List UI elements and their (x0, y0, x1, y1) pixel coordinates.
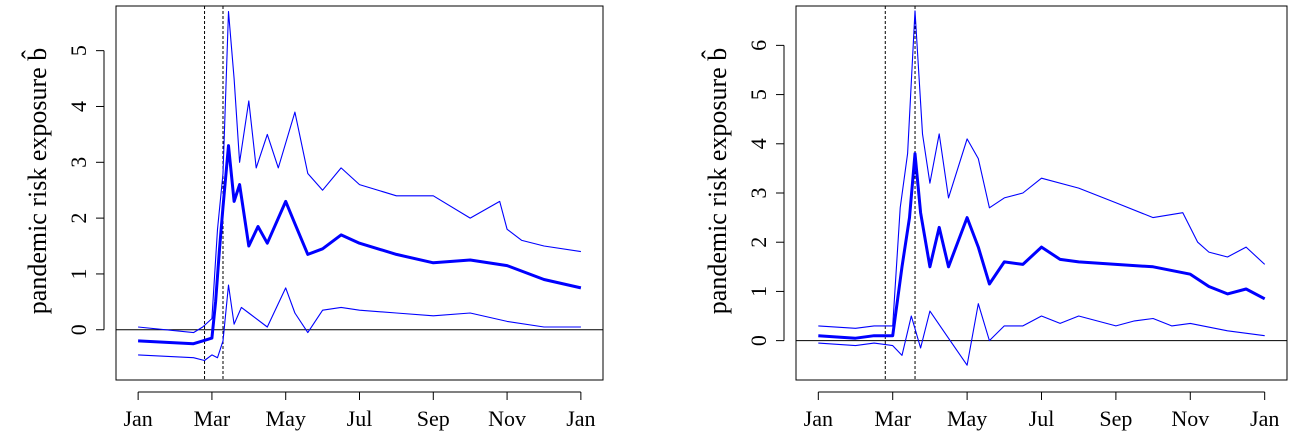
y-tick-label: 1 (66, 268, 91, 279)
series-lower-band-line (138, 284, 581, 362)
y-tick-label: 0 (746, 335, 771, 346)
x-tick-label: Nov (1171, 406, 1209, 431)
x-tick-label: Mar (874, 406, 911, 431)
x-tick-label: May (266, 406, 306, 431)
y-tick-label: 3 (66, 157, 91, 168)
y-tick-label: 4 (66, 101, 91, 112)
x-tick-label: Jan (804, 406, 833, 431)
x-tick-label: Mar (194, 406, 231, 431)
y-axis-label: pandemic risk exposure b̂ (702, 48, 732, 314)
y-tick-label: 3 (746, 188, 771, 199)
x-tick-label: Jan (123, 406, 152, 431)
x-tick-label: Nov (488, 406, 526, 431)
y-tick-label: 0 (66, 324, 91, 335)
y-tick-label: 5 (66, 45, 91, 56)
y-axis-label: pandemic risk exposure b̂ (22, 48, 52, 314)
y-tick-label: 1 (746, 286, 771, 297)
y-tick-label: 4 (746, 138, 771, 149)
x-tick-label: Jul (1029, 406, 1055, 431)
series-upper-band-line (138, 11, 581, 334)
y-tick-label: 2 (66, 213, 91, 224)
series-lower-band-line (818, 303, 1265, 366)
right-panel: Jan Mar May Jul Sep Nov Jan 0 1 2 3 4 5 6 pandemic ris… (702, 5, 1288, 431)
y-tick-label: 2 (746, 237, 771, 248)
x-tick-label: May (947, 406, 987, 431)
plot-frame (115, 5, 604, 381)
series-estimate-line (138, 144, 582, 346)
x-tick-label: Jan (1250, 406, 1279, 431)
x-tick-label: Jul (347, 406, 373, 431)
left-panel: Jan Mar May Jul Sep Nov Jan 0 1 2 3 4 5 pandemic risk… (22, 5, 604, 431)
plot-frame (795, 5, 1288, 381)
y-tick-label: 6 (746, 40, 771, 51)
x-tick-label: Jan (566, 406, 595, 431)
x-tick-label: Sep (1099, 406, 1132, 431)
series-estimate-line (818, 152, 1266, 340)
y-tick-label: 5 (746, 89, 771, 100)
x-tick-label: Sep (417, 406, 450, 431)
series-upper-band-line (818, 10, 1266, 329)
